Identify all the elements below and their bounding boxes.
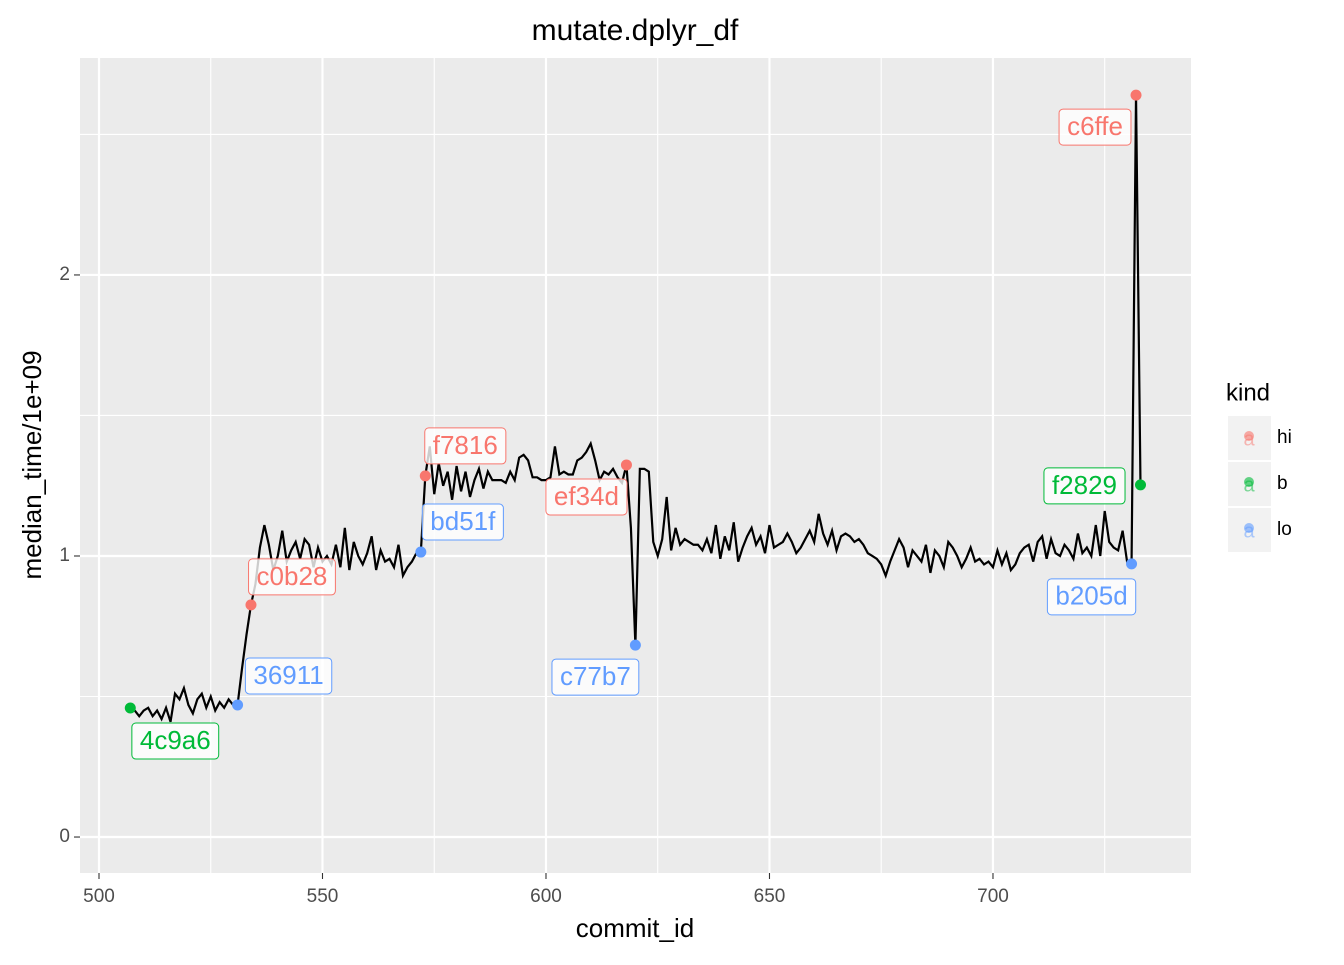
point	[1130, 89, 1142, 101]
legend-label: b	[1277, 473, 1288, 494]
point-label: c6ffe	[1067, 111, 1123, 141]
y-axis-title: median_time/1e+09	[17, 350, 47, 579]
legend-key-glyph: a	[1243, 520, 1255, 542]
point	[629, 639, 641, 651]
point	[415, 546, 427, 558]
x-tick-label: 500	[83, 886, 115, 907]
point-label: f7816	[433, 430, 498, 460]
point-label: c77b7	[560, 661, 631, 691]
label-box	[1043, 467, 1126, 505]
point	[245, 599, 257, 611]
point-label: c0b28	[257, 561, 328, 591]
point-label: ef34d	[554, 481, 619, 511]
x-tick-label: 550	[307, 886, 339, 907]
y-tick-label: 2	[59, 264, 70, 285]
legend-label: lo	[1277, 519, 1292, 540]
x-tick-label: 600	[530, 886, 562, 907]
chart-title: mutate.dplyr_df	[532, 14, 739, 47]
label-box	[1058, 108, 1132, 146]
label-box	[424, 427, 507, 465]
point	[620, 459, 632, 471]
legend-dot	[1244, 431, 1254, 441]
legend-key-glyph: a	[1243, 474, 1255, 496]
label-box	[248, 558, 336, 596]
label-box	[244, 657, 333, 695]
point-label: f2829	[1052, 470, 1117, 500]
point-label: 4c9a6	[140, 725, 211, 755]
plot: 4c9a6 36911 c0b28 bd51f f7816 ef34d c77b7 b205d…	[124, 89, 1146, 760]
y-tick-label: 1	[59, 545, 70, 566]
label-box	[545, 478, 628, 516]
label-box	[1046, 578, 1137, 616]
point	[419, 470, 431, 482]
x-tick-label: 650	[754, 886, 786, 907]
point	[1126, 558, 1138, 570]
x-axis-title: commit_id	[576, 913, 694, 943]
label-box	[551, 658, 640, 696]
point	[1134, 479, 1146, 491]
point-label: bd51f	[430, 506, 496, 536]
legend-dot	[1244, 523, 1254, 533]
label-box	[421, 503, 504, 541]
legend-key-glyph: a	[1243, 428, 1255, 450]
point-label: b205d	[1055, 581, 1127, 611]
legend-title: kind	[1226, 379, 1270, 406]
panel	[80, 58, 1191, 873]
point	[232, 699, 244, 711]
legend-dot	[1244, 477, 1254, 487]
x-tick-label: 700	[977, 886, 1009, 907]
label-box	[131, 722, 220, 760]
legend: kind a hi a b a lo	[1226, 379, 1292, 552]
point-label: 36911	[253, 660, 323, 690]
legend-label: hi	[1277, 427, 1292, 448]
y-tick-label: 0	[59, 826, 70, 847]
point	[124, 702, 136, 714]
